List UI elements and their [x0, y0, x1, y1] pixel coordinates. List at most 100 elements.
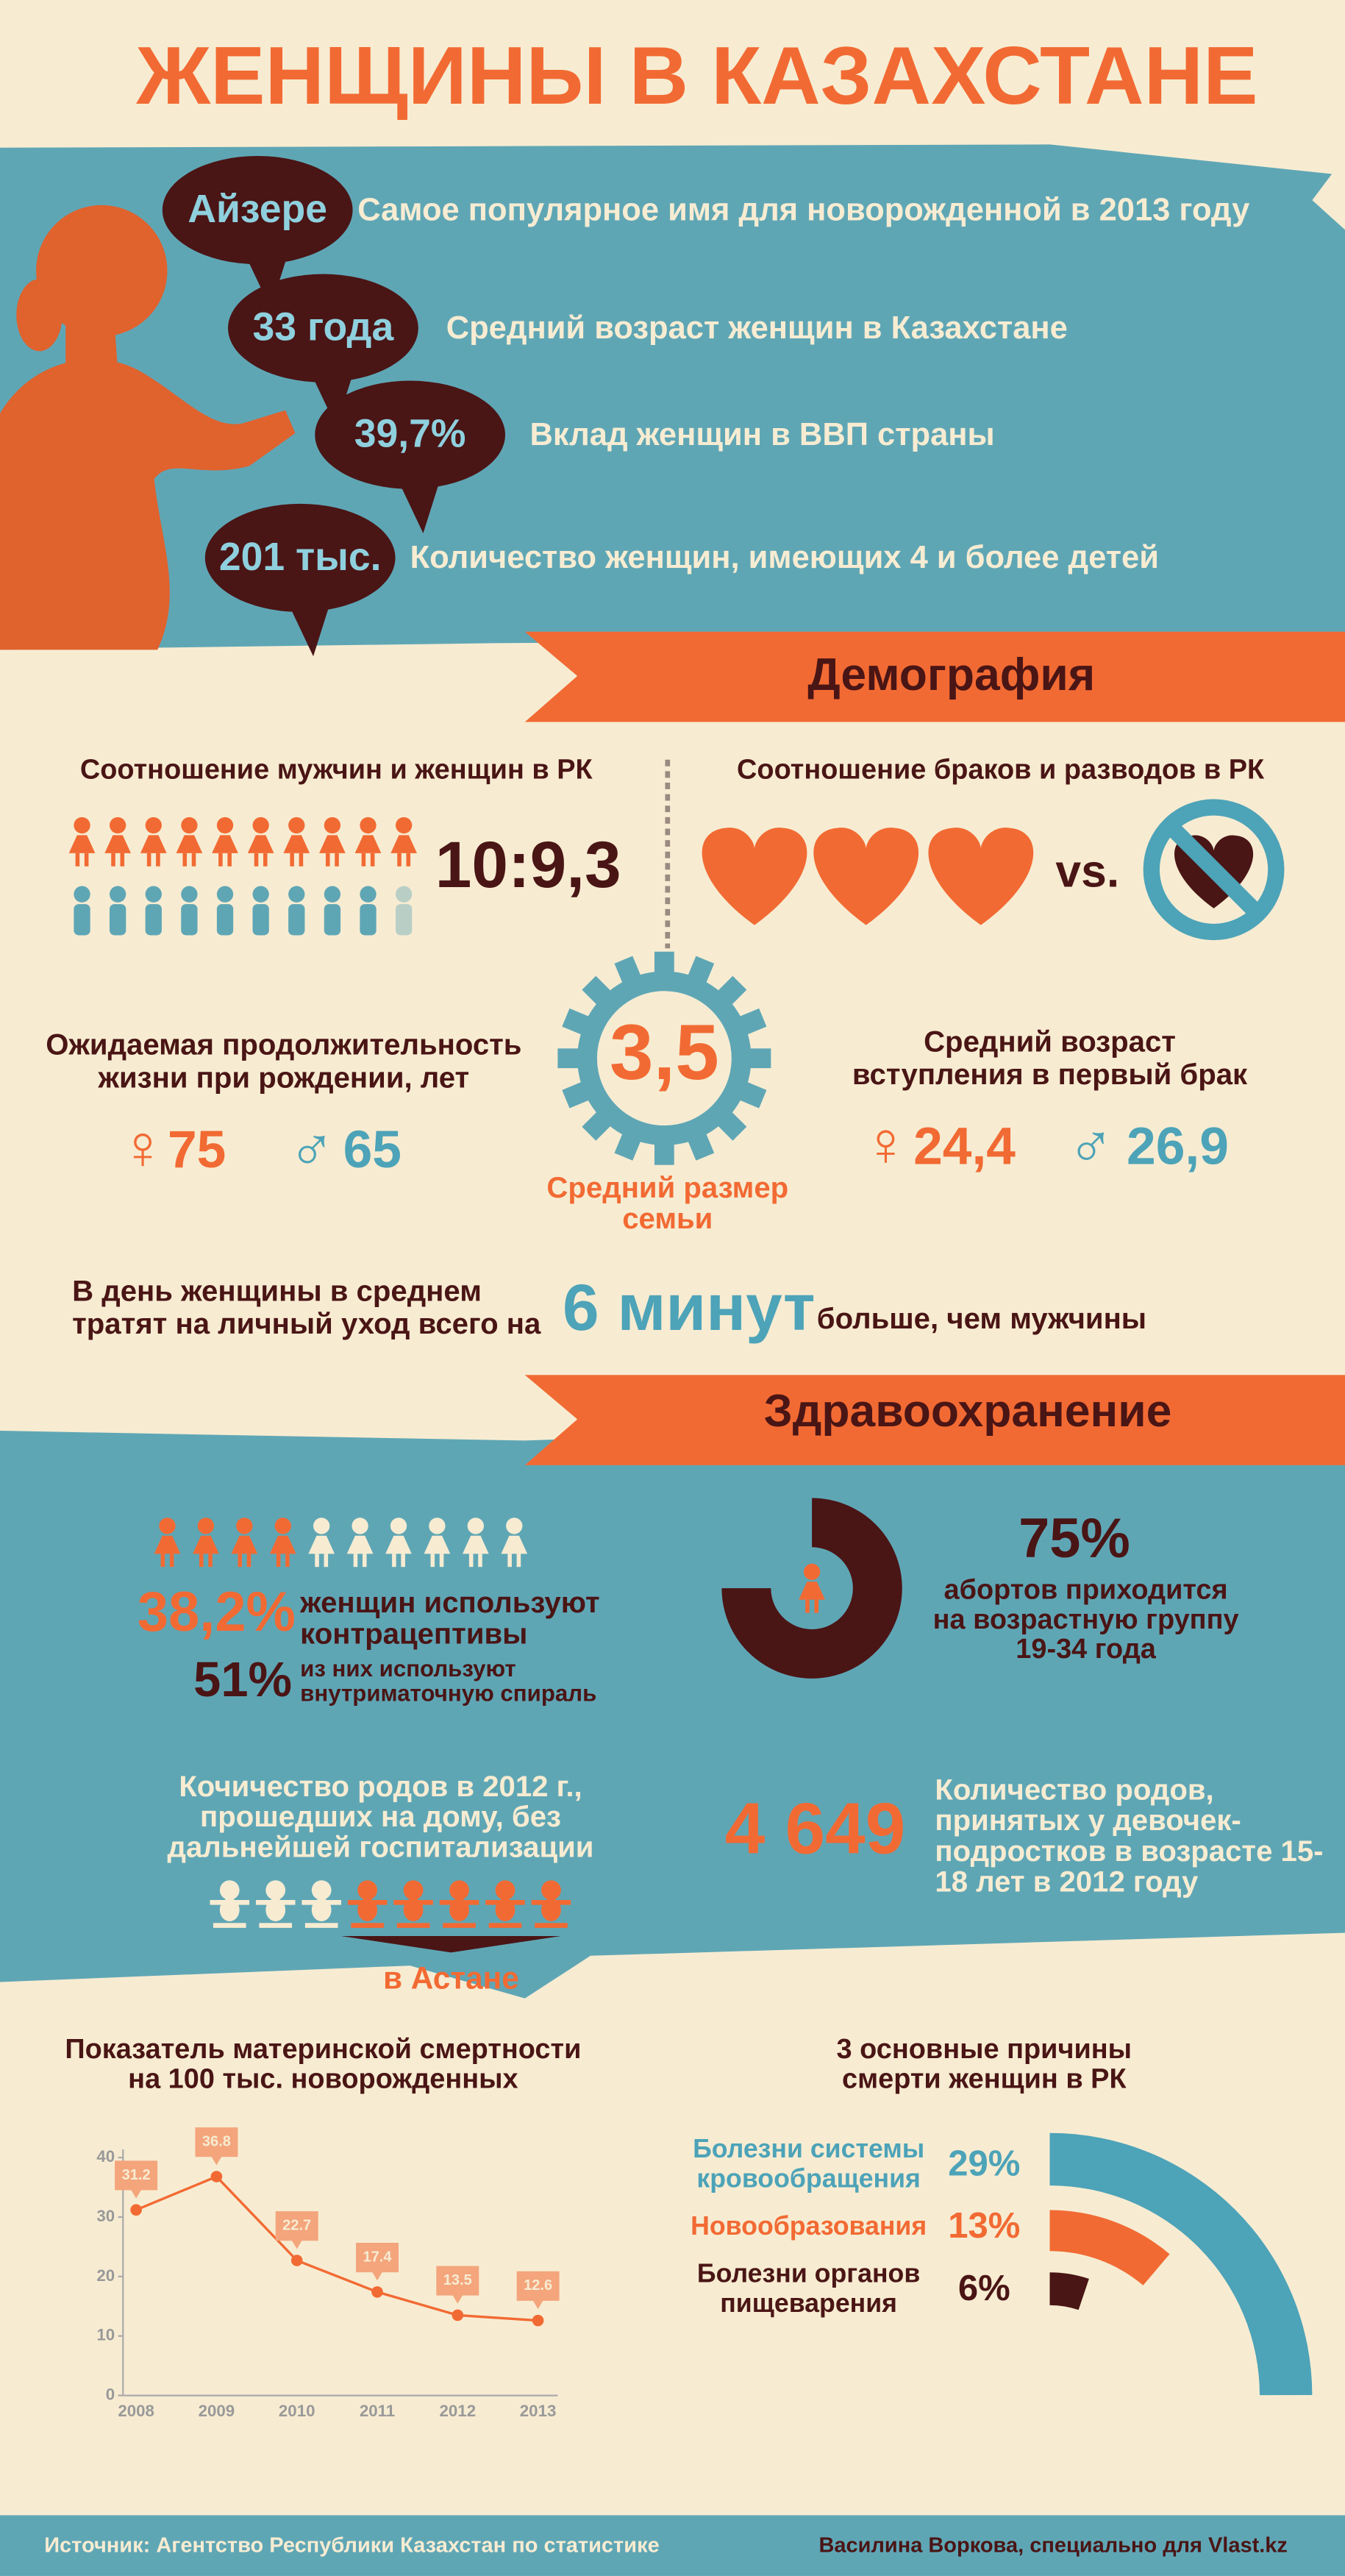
icon-dress [68, 835, 96, 853]
icon-dress [231, 1535, 258, 1554]
male-icon [109, 886, 126, 936]
bracket [340, 1936, 561, 1953]
icon-dress [176, 835, 203, 853]
abortions-text: на возрастную группу [933, 1604, 1239, 1635]
x-tick-label: 2010 [279, 2402, 315, 2420]
abortions-percent: 75% [1018, 1507, 1130, 1570]
section-heading: Демография [807, 649, 1095, 700]
family-size-label: семьи [622, 1202, 713, 1235]
icon-leg [353, 1554, 358, 1568]
icon-dress [346, 1535, 374, 1554]
female-symbol: ♀ [119, 1111, 166, 1181]
icon-limbs [393, 1899, 433, 1928]
icon-head [495, 1880, 515, 1900]
icon-leg [805, 1599, 810, 1613]
icon-leg [254, 853, 259, 867]
teen-births-text: 18 лет в 2012 году [935, 1865, 1199, 1898]
icon-body [109, 904, 126, 936]
ribbon [524, 631, 1345, 722]
female-icon [799, 1563, 825, 1613]
heart [813, 828, 919, 925]
data-label-box [115, 2160, 158, 2199]
icon-dress [462, 1535, 489, 1554]
icon-leg [246, 1554, 251, 1568]
data-label-box [195, 2127, 238, 2166]
data-label-box [356, 2242, 399, 2281]
icon-body [252, 904, 269, 936]
icon-leg [218, 853, 223, 867]
icon-leg [191, 853, 196, 867]
icon-limbs [210, 1899, 250, 1928]
point [210, 2171, 223, 2182]
contraceptives-percent: 38,2% [138, 1581, 296, 1643]
icon-head [541, 1880, 561, 1900]
icon-leg [160, 1554, 165, 1568]
icon-limbs [531, 1899, 571, 1928]
icon-body [395, 904, 413, 936]
radial-bar [1049, 2272, 1089, 2310]
icon-leg [182, 853, 188, 867]
icon-dress [283, 835, 310, 853]
icon-leg [324, 1554, 329, 1568]
icon-body [181, 904, 198, 936]
icon-head [324, 886, 341, 903]
icon-head [429, 1518, 446, 1534]
icon-leg [156, 853, 160, 867]
chart-title: 3 основные причины [837, 2034, 1132, 2065]
fact-text: Вклад женщин в ВВП страны [529, 417, 994, 452]
icon-leg [169, 1554, 174, 1568]
icon-head [360, 816, 377, 834]
icon-leg [468, 1554, 474, 1568]
ratio-value: 10:9,3 [435, 828, 621, 901]
female-icon [390, 816, 417, 867]
y-tick-label: 20 [96, 2266, 115, 2285]
icon-leg [227, 853, 232, 867]
home-births-caption: в Астане [383, 1960, 519, 1995]
icon-leg [392, 1554, 396, 1568]
gear-center [596, 991, 732, 1126]
icon-body [288, 904, 305, 936]
icon-head [313, 1518, 330, 1534]
data-label: 31.2 [122, 2167, 151, 2183]
icon-limbs [347, 1899, 388, 1928]
icon-leg [84, 853, 89, 867]
home-births-text: дальнейшей госпитализации [167, 1830, 593, 1863]
baby-icon [210, 1880, 250, 1928]
fact-badge: Айзере [188, 188, 327, 231]
icon-head [352, 1518, 368, 1534]
female-symbol: ♀ [863, 1109, 910, 1178]
icon-body [216, 904, 234, 936]
home-births-text: прошедших на дому, без [200, 1800, 561, 1833]
value-label: 13% [948, 2206, 1020, 2246]
male-icon [181, 886, 198, 936]
male-symbol: ♂ [288, 1111, 335, 1181]
category-label: Новообразования [691, 2213, 927, 2241]
value-label: 29% [948, 2143, 1020, 2183]
female-icon [140, 816, 167, 867]
icon-leg [75, 853, 80, 867]
data-label: 36.8 [202, 2133, 231, 2149]
icon-head [109, 886, 126, 903]
ribbon [524, 1375, 1345, 1465]
radial-bar [1049, 2210, 1170, 2285]
icon-head [311, 1880, 332, 1900]
icon-dress [247, 835, 274, 853]
icon-head [74, 886, 90, 903]
point [452, 2309, 464, 2321]
icon-dress [212, 835, 238, 853]
icon-dress [390, 835, 417, 853]
icon-head [181, 816, 198, 834]
male-icon [252, 886, 269, 936]
female-icon [424, 1518, 451, 1568]
icon-leg [814, 1599, 819, 1613]
point [371, 2286, 383, 2298]
health-band [0, 1411, 1345, 1999]
contraceptives-text: контрацептивы [300, 1617, 527, 1650]
female-icon [104, 816, 131, 867]
speech-bubble [315, 380, 505, 489]
female-icon [354, 816, 382, 867]
abortions-text: 19-34 года [1016, 1634, 1156, 1665]
footer-source: Источник: Агентство Республики Казахстан… [44, 2533, 659, 2557]
prohibition-ring [1143, 799, 1285, 941]
teen-births-text: подростков в возрасте 15- [935, 1835, 1323, 1868]
